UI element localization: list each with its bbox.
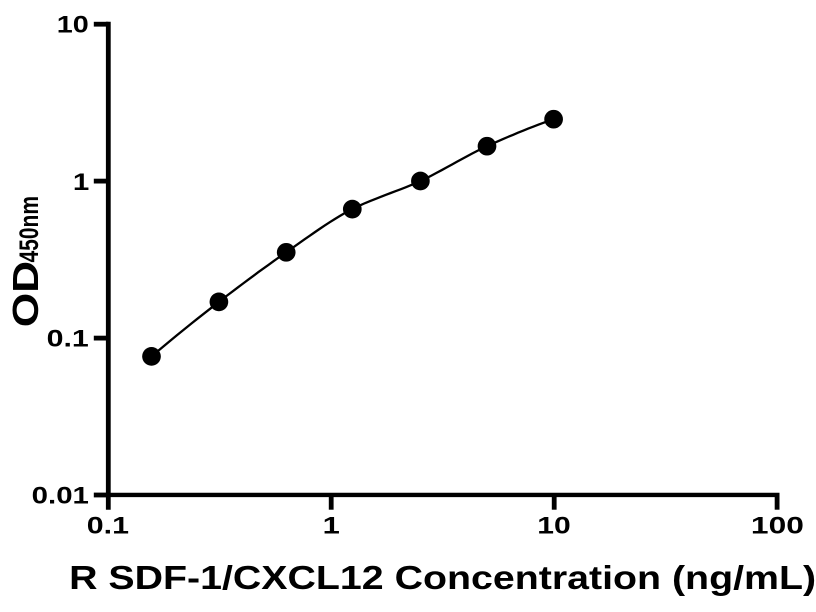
svg-text:0.1: 0.1: [87, 512, 129, 539]
svg-text:100: 100: [751, 512, 804, 539]
svg-text:0.01: 0.01: [32, 483, 89, 510]
svg-text:10: 10: [57, 11, 89, 38]
svg-text:10: 10: [537, 512, 570, 539]
svg-text:1: 1: [73, 169, 89, 196]
svg-text:R SDF-1/CXCL12 Concentration (: R SDF-1/CXCL12 Concentration (ng/mL): [69, 559, 816, 596]
svg-text:OD: OD: [5, 261, 46, 328]
svg-text:450nm: 450nm: [14, 196, 44, 263]
svg-text:0.1: 0.1: [47, 326, 89, 353]
svg-text:1: 1: [323, 512, 340, 539]
